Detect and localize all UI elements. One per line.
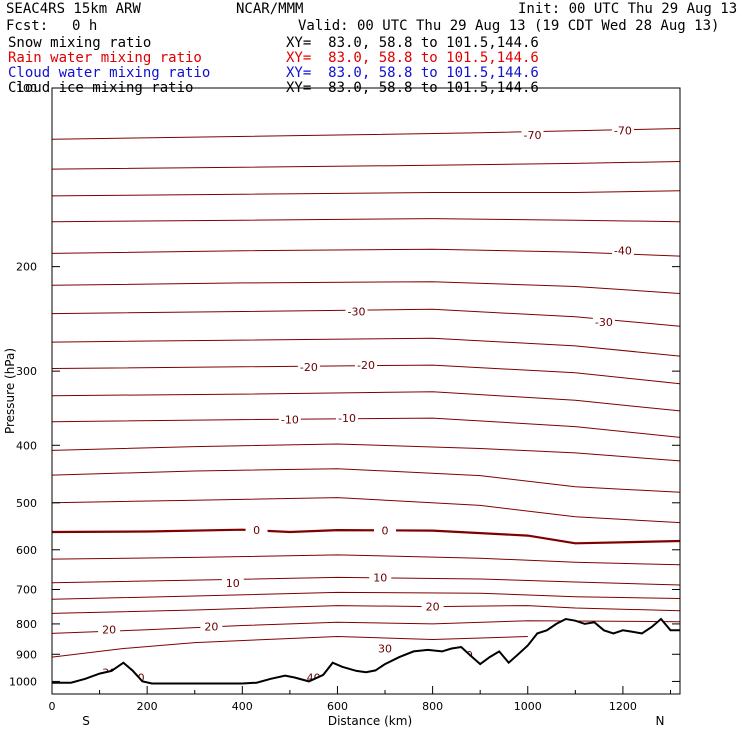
init-time: Init: 00 UTC Thu 29 Aug 13: [518, 1, 738, 17]
contour-label-bg: [355, 358, 377, 372]
valid-time: Valid: 00 UTC Thu 29 Aug 13 (19 CDT Wed …: [298, 18, 720, 34]
field-xy-cloud-water: XY= 83.0, 58.8 to 101.5,144.6: [286, 65, 539, 81]
model-title: SEAC4RS 15km ARW: [6, 1, 141, 17]
contour-label: -40: [614, 245, 632, 258]
contour-line: [51, 605, 681, 614]
x-tick-label: 800: [422, 700, 443, 713]
terrain-fill: [52, 619, 680, 694]
contour-line: [51, 497, 681, 524]
contour-label: -70: [524, 129, 542, 142]
contour-line: [51, 248, 681, 257]
contour-line: [51, 281, 681, 294]
x-tick-label: 0: [49, 700, 56, 713]
contour-line: [51, 190, 681, 197]
y-tick-label: 600: [16, 544, 37, 557]
contour-label-bg: [369, 570, 392, 584]
y-tick-label: 200: [16, 261, 37, 274]
field-xy-snow: XY= 83.0, 58.8 to 101.5,144.6: [286, 35, 539, 51]
y-tick-label: 700: [16, 584, 37, 597]
contour-label: -10: [338, 412, 356, 425]
y-tick-label: 500: [16, 497, 37, 510]
contour-label: 10: [226, 577, 240, 590]
contour-label: 20: [102, 624, 116, 637]
x-tick-label: 1000: [514, 700, 542, 713]
contour-label: -70: [614, 125, 632, 138]
y-axis-title: Pressure (hPa): [3, 348, 17, 434]
contour-line: [51, 218, 681, 223]
x-axis-ticks: 0 200 400 600 800 1000 1200: [49, 686, 671, 713]
contour-label-bg: [98, 622, 121, 636]
field-name-snow: Snow mixing ratio: [8, 35, 152, 51]
y-tick-label: 400: [16, 439, 37, 452]
contour-label: -20: [300, 361, 318, 374]
contour-label: -20: [357, 359, 375, 372]
contour-label-bg: [374, 523, 397, 537]
forecast-hour: 0 h: [72, 18, 98, 34]
contour-label: -30: [348, 305, 366, 318]
contour-line: [51, 591, 681, 600]
contour-line: [51, 443, 681, 462]
contour-line: [51, 576, 681, 586]
contour-label-bg: [374, 641, 397, 655]
contour-label-bg: [245, 523, 268, 537]
contour-line: [51, 161, 681, 170]
forecast-label: Fcst:: [6, 18, 49, 34]
contour-label: 30: [378, 642, 392, 655]
contour-line: [51, 364, 681, 385]
center-title: NCAR/MMM: [236, 1, 304, 17]
x-end-label-north: N: [656, 714, 665, 728]
contour-line: [51, 337, 681, 357]
terrain: [52, 617, 680, 694]
contour-label: 10: [373, 571, 387, 584]
contour-label: 0: [382, 525, 389, 538]
contour-line: [51, 620, 681, 634]
y-tick-label: 100: [16, 82, 37, 95]
contour-label-bg: [421, 599, 444, 613]
contour-label: 20: [426, 601, 440, 614]
y-tick-label: 300: [16, 365, 37, 378]
contour-line: [51, 635, 528, 658]
contour-label-bg: [297, 359, 320, 373]
contour-label-bg: [278, 412, 301, 426]
contour-label: -10: [281, 414, 299, 427]
contour-line: [51, 468, 681, 493]
y-tick-label: 900: [16, 648, 37, 661]
x-end-label-south: S: [82, 714, 90, 728]
x-tick-label: 600: [327, 700, 348, 713]
contour-label-bg: [521, 127, 544, 141]
contour-line: [51, 128, 681, 140]
contour-label-bg: [611, 243, 634, 257]
contour-label: -30: [595, 316, 613, 329]
x-tick-label: 1200: [609, 700, 637, 713]
contour-line: [51, 554, 681, 566]
contour-label-bg: [592, 315, 615, 329]
contour-label-bg: [345, 304, 368, 318]
contour-label: 20: [204, 620, 218, 633]
plot-frame: [51, 87, 681, 695]
contour-line: [51, 391, 681, 412]
temperature-contours: [51, 128, 681, 658]
y-tick-label: 800: [16, 618, 37, 631]
terrain-line: [52, 617, 680, 685]
contour-line: [51, 417, 681, 438]
y-tick-label: 1000: [9, 675, 37, 688]
x-axis-title: Distance (km): [328, 714, 412, 728]
contour-line: [51, 528, 681, 545]
contour-label: 0: [253, 524, 260, 537]
contour-label-bg: [221, 575, 244, 589]
field-xy-rain: XY= 83.0, 58.8 to 101.5,144.6: [286, 50, 539, 66]
contour-labels: -70 -70 -40 -30 -30 -20 -20 -10 -10 0 0 10 10 20 20 20 3…: [98, 123, 634, 685]
field-name-cloud-water: Cloud water mixing ratio: [8, 65, 211, 81]
x-tick-label: 200: [137, 700, 158, 713]
contour-label-bg: [611, 123, 634, 137]
contour-label-bg: [200, 619, 223, 633]
x-tick-label: 400: [232, 700, 253, 713]
field-name-rain: Rain water mixing ratio: [8, 50, 202, 66]
contour-label-bg: [335, 411, 358, 425]
